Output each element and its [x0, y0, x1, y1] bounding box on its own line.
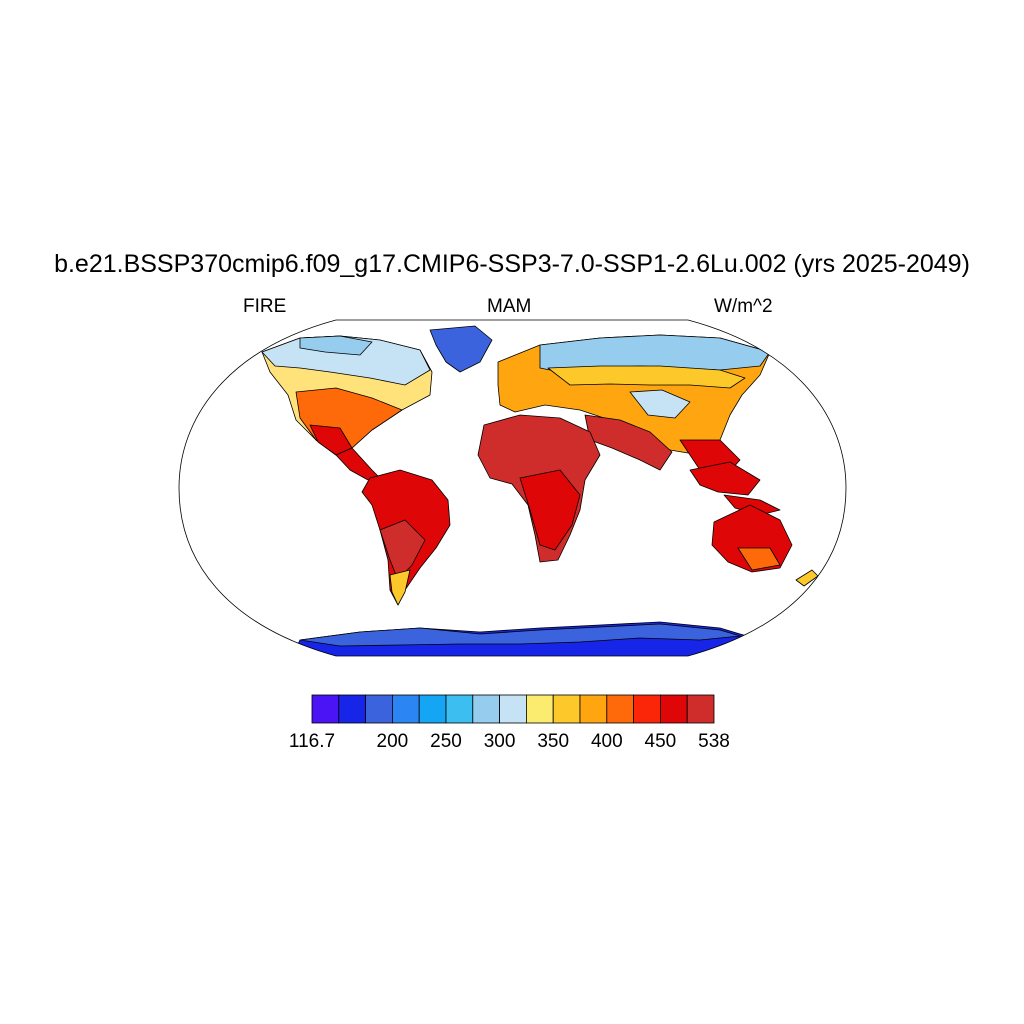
- colorbar-swatch: [552, 694, 581, 724]
- colorbar-tick-label: 350: [537, 731, 570, 752]
- colorbar-tick-label: 300: [483, 731, 516, 752]
- eurasia-landmass: [497, 334, 771, 481]
- colorbar-tick-label: 200: [376, 731, 409, 752]
- season-label: MAM: [487, 296, 532, 317]
- colorbar-tick-label: 538: [698, 731, 730, 752]
- map-border: [178, 319, 847, 657]
- greenland-landmass: [429, 325, 493, 373]
- africa-landmass: [477, 414, 601, 563]
- colorbar-swatch: [686, 694, 715, 724]
- units-label: W/m^2: [714, 296, 773, 317]
- colorbar-swatch: [499, 694, 527, 724]
- colorbar-swatch: [391, 694, 420, 724]
- colorbar-swatch: [526, 694, 554, 724]
- colorbar-swatch: [445, 694, 474, 724]
- variable-label: FIRE: [243, 296, 287, 317]
- colorbar-swatch: [311, 694, 340, 724]
- colorbar-swatch: [606, 694, 634, 724]
- colorbar-tick-label: 400: [590, 731, 623, 752]
- colorbar-tick-label: 250: [430, 731, 462, 752]
- australia-landmass: [711, 504, 793, 573]
- colorbar-swatch: [338, 694, 366, 724]
- colorbar: [311, 694, 715, 724]
- map-title: b.e21.BSSP370cmip6.f09_g17.CMIP6-SSP3-7.…: [54, 250, 970, 278]
- colorbar-swatch: [365, 694, 393, 724]
- south-america-landmass: [361, 469, 451, 606]
- colorbar-swatch: [633, 694, 661, 724]
- colorbar-swatch: [418, 694, 447, 724]
- north-america-landmass: [261, 335, 433, 481]
- colorbar-swatch: [660, 694, 688, 724]
- colorbar-swatch: [472, 694, 500, 724]
- southeast-asia-islands: [689, 461, 781, 516]
- colorbar-swatch: [579, 694, 608, 724]
- colorbar-tick-label: 450: [644, 731, 677, 752]
- antarctica-landmass: [279, 621, 761, 656]
- colorbar-tick-label: 116.7: [288, 731, 336, 752]
